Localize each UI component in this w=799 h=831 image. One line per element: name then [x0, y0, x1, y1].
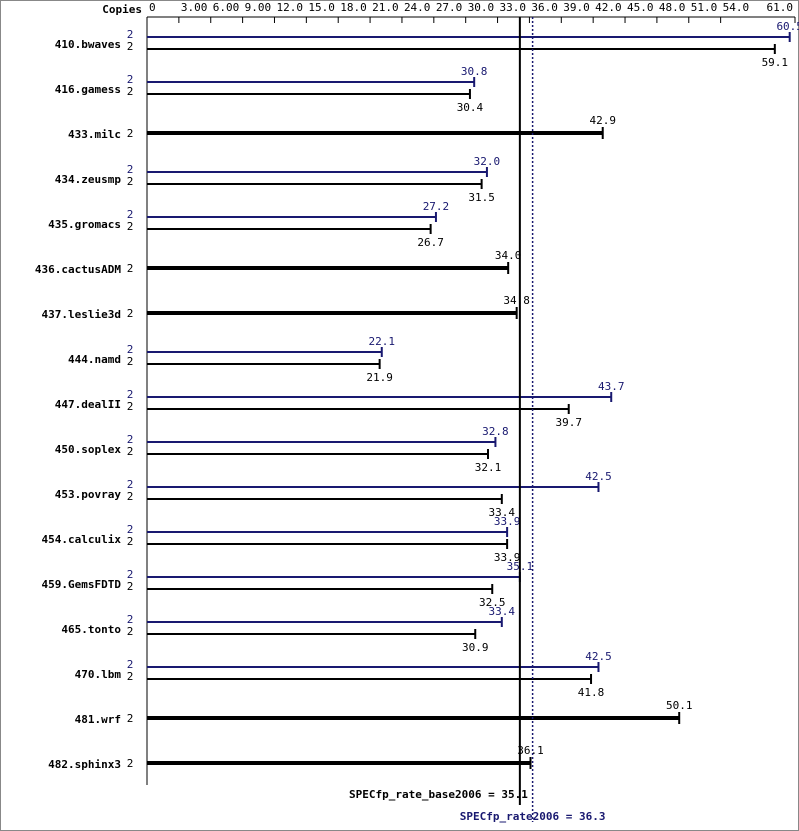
benchmark-label: 482.sphinx3 — [48, 758, 121, 771]
copies-label: 2 — [127, 73, 134, 86]
copies-label: 2 — [127, 670, 134, 683]
value-label: 31.5 — [468, 191, 495, 204]
benchmark-label: 453.povray — [55, 488, 122, 501]
value-label: 30.9 — [462, 641, 489, 654]
x-tick-label: 39.0 — [563, 1, 590, 14]
x-tick-label: 45.0 — [627, 1, 654, 14]
x-tick-label: 3.00 — [181, 1, 208, 14]
benchmark-label: 454.calculix — [42, 533, 122, 546]
x-tick-label: 6.00 — [213, 1, 240, 14]
value-label: 50.1 — [666, 699, 693, 712]
value-label: 32.1 — [475, 461, 502, 474]
benchmark-label: 436.cactusADM — [35, 263, 121, 276]
benchmark-label: 444.namd — [68, 353, 121, 366]
value-label: 42.5 — [585, 650, 612, 663]
benchmark-label: 433.milc — [68, 128, 121, 141]
x-tick-label: 33.0 — [500, 1, 527, 14]
copies-label: 2 — [127, 220, 134, 233]
value-label: 26.7 — [417, 236, 444, 249]
x-tick-label: 48.0 — [659, 1, 686, 14]
x-tick-label: 15.0 — [308, 1, 335, 14]
copies-label: 2 — [127, 355, 134, 368]
benchmark-label: 416.gamess — [55, 83, 121, 96]
copies-label: 2 — [127, 625, 134, 638]
x-tick-label: 12.0 — [276, 1, 303, 14]
benchmark-label: 450.soplex — [55, 443, 122, 456]
copies-label: 2 — [127, 163, 134, 176]
reference-label: SPECfp_rate_base2006 = 35.1 — [349, 788, 528, 801]
copies-label: 2 — [127, 400, 134, 413]
value-label: 33.9 — [494, 515, 521, 528]
value-label: 33.9 — [494, 551, 521, 564]
benchmark-label: 459.GemsFDTD — [42, 578, 122, 591]
value-label: 36.1 — [517, 744, 544, 757]
benchmark-label: 481.wrf — [75, 713, 121, 726]
value-label: 27.2 — [423, 200, 450, 213]
x-tick-label: 18.0 — [340, 1, 367, 14]
copies-label: 2 — [127, 757, 134, 770]
x-tick-label: 30.0 — [468, 1, 495, 14]
value-label: 39.7 — [555, 416, 582, 429]
copies-label: 2 — [127, 40, 134, 53]
copies-label: 2 — [127, 478, 134, 491]
benchmark-label: 434.zeusmp — [55, 173, 122, 186]
value-label: 60.5 — [776, 20, 799, 33]
value-label: 34.0 — [495, 249, 522, 262]
copies-label: 2 — [127, 388, 134, 401]
copies-label: 2 — [127, 343, 134, 356]
x-tick-label: 42.0 — [595, 1, 622, 14]
benchmark-label: 410.bwaves — [55, 38, 121, 51]
x-tick-label: 51.0 — [691, 1, 718, 14]
x-tick-label: 0 — [149, 1, 156, 14]
reference-label: SPECfp_rate2006 = 36.3 — [460, 810, 606, 823]
copies-label: 2 — [127, 175, 134, 188]
value-label: 30.4 — [457, 101, 484, 114]
copies-label: 2 — [127, 127, 134, 140]
copies-label: 2 — [127, 445, 134, 458]
value-label: 30.8 — [461, 65, 488, 78]
copies-header: Copies — [102, 3, 142, 16]
copies-label: 2 — [127, 85, 134, 98]
benchmark-label: 447.dealII — [55, 398, 121, 411]
value-label: 33.4 — [489, 605, 516, 618]
x-tick-label: 61.0 — [767, 1, 794, 14]
value-label: 34.8 — [503, 294, 530, 307]
copies-label: 2 — [127, 28, 134, 41]
benchmark-label: 470.lbm — [75, 668, 122, 681]
x-tick-label: 54.0 — [723, 1, 750, 14]
copies-label: 2 — [127, 658, 134, 671]
value-label: 33.4 — [489, 506, 516, 519]
copies-label: 2 — [127, 580, 134, 593]
value-label: 32.8 — [482, 425, 509, 438]
copies-label: 2 — [127, 307, 134, 320]
value-label: 43.7 — [598, 380, 625, 393]
value-label: 32.0 — [474, 155, 501, 168]
value-label: 22.1 — [369, 335, 396, 348]
copies-label: 2 — [127, 433, 134, 446]
x-tick-label: 24.0 — [404, 1, 431, 14]
value-label: 42.9 — [589, 114, 616, 127]
copies-label: 2 — [127, 262, 134, 275]
value-label: 32.5 — [479, 596, 506, 609]
copies-label: 2 — [127, 535, 134, 548]
benchmark-label: 465.tonto — [61, 623, 121, 636]
x-tick-label: 36.0 — [531, 1, 558, 14]
value-label: 41.8 — [578, 686, 605, 699]
benchmark-label: 437.leslie3d — [42, 308, 121, 321]
copies-label: 2 — [127, 613, 134, 626]
value-label: 59.1 — [762, 56, 789, 69]
benchmark-label: 435.gromacs — [48, 218, 121, 231]
x-tick-label: 27.0 — [436, 1, 463, 14]
x-tick-label: 21.0 — [372, 1, 399, 14]
copies-label: 2 — [127, 568, 134, 581]
copies-label: 2 — [127, 523, 134, 536]
copies-label: 2 — [127, 712, 134, 725]
value-label: 21.9 — [366, 371, 393, 384]
copies-label: 2 — [127, 490, 134, 503]
value-label: 42.5 — [585, 470, 612, 483]
x-tick-label: 9.00 — [245, 1, 272, 14]
copies-label: 2 — [127, 208, 134, 221]
